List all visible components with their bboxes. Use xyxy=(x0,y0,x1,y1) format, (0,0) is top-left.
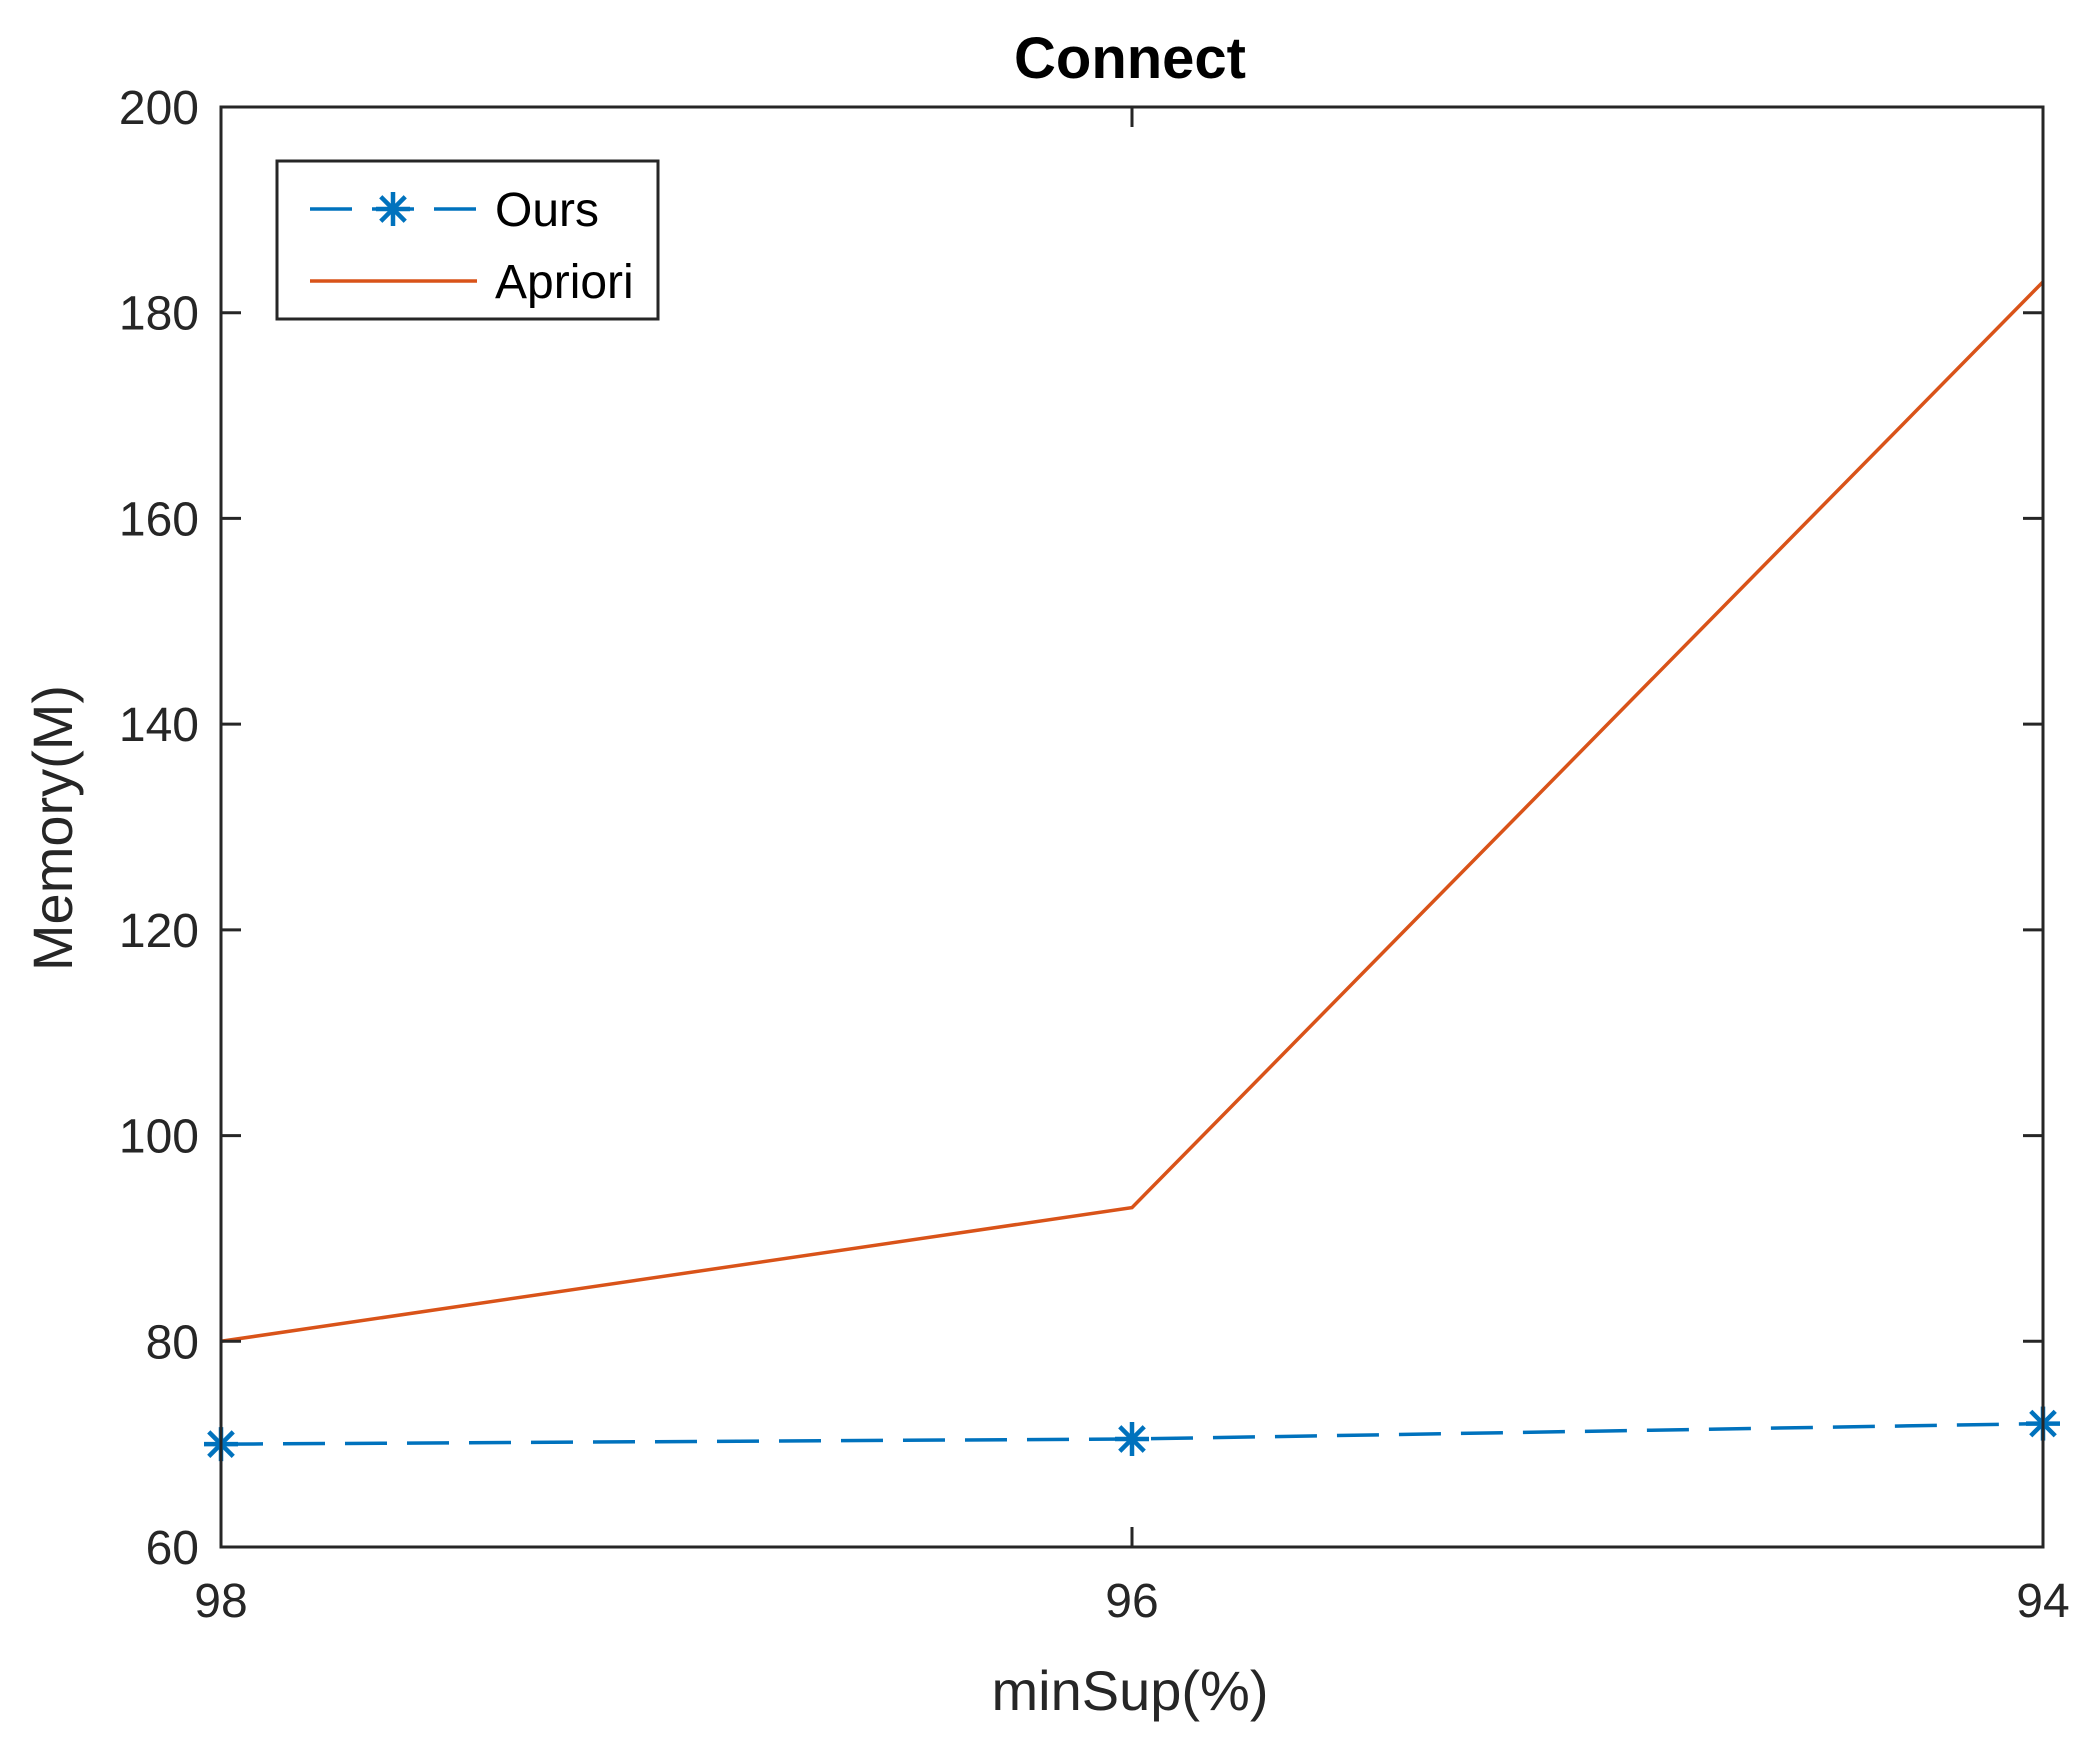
y-tick-label: 120 xyxy=(119,905,199,958)
y-tick-label: 60 xyxy=(146,1522,199,1575)
y-tick-label: 160 xyxy=(119,493,199,546)
x-tick-label: 98 xyxy=(194,1575,247,1628)
y-axis-label: Memory(M) xyxy=(21,685,84,971)
legend-label-apriori: Apriori xyxy=(495,256,634,309)
plot-area xyxy=(221,107,2043,1547)
y-tick-label: 140 xyxy=(119,699,199,752)
chart-title: Connect xyxy=(1014,26,1246,91)
plot-background xyxy=(221,107,2043,1547)
x-axis-label: minSup(%) xyxy=(992,1659,1269,1722)
data-point-ours-1 xyxy=(1115,1422,1149,1456)
series-line-ours xyxy=(220,1421,2044,1446)
legend-marker-ours xyxy=(376,192,410,226)
y-tick-label: 80 xyxy=(146,1316,199,1369)
series-line-apriori xyxy=(220,280,2045,1344)
y-tick-label: 200 xyxy=(119,82,199,135)
y-tick-label: 100 xyxy=(119,1111,199,1164)
x-tick-label: 96 xyxy=(1105,1575,1158,1628)
x-tick-label: 94 xyxy=(2016,1575,2069,1628)
y-tick-label: 180 xyxy=(119,288,199,341)
legend-label-ours: Ours xyxy=(495,184,599,237)
legend-box xyxy=(275,159,660,321)
legend: Ours Apriori xyxy=(275,159,660,321)
ticks-layer: 60 80 100 120 140 160 180 200 98 96 94 xyxy=(119,82,2070,1628)
